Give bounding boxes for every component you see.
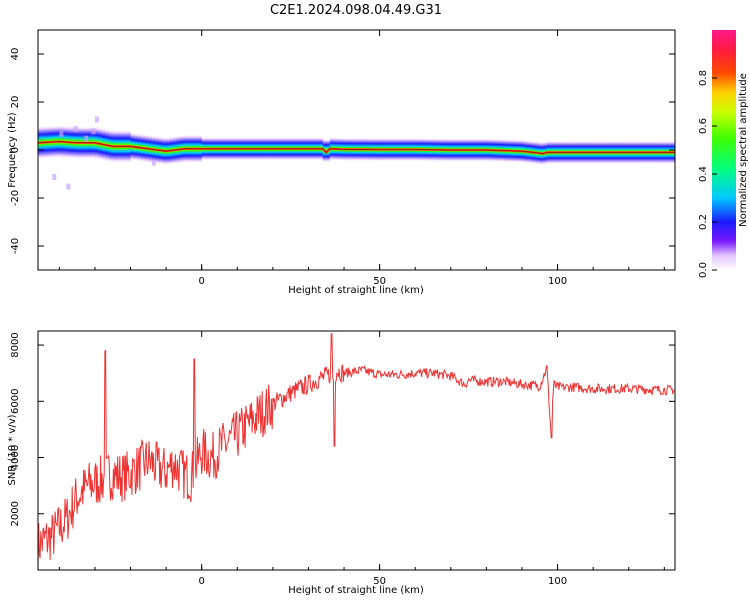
0-ytick-label: -20 — [10, 190, 21, 206]
1-xtick-label: 0 — [199, 576, 205, 587]
0-xtick-label: 0 — [199, 276, 205, 287]
0-ytick-label: 0 — [10, 147, 21, 153]
0-ytick-label: 20 — [10, 96, 21, 109]
colorbar-label: Normalized spectral amplitude — [738, 73, 749, 227]
spectrogram-yticks: -40 -20 0 20 40 — [10, 48, 675, 254]
spectrogram-cell — [84, 135, 89, 142]
0-xtick-label: 100 — [548, 276, 567, 287]
snr-panel: 0 50 100 2000 4000 6000 8000 Height of straig… — [7, 330, 676, 596]
spectrogram-xticks: 0 50 100 — [58, 30, 665, 287]
colorbar-gradient — [712, 30, 736, 270]
colorbar-tick-label: 0.6 — [698, 118, 709, 134]
snr-series-line — [38, 333, 675, 568]
spectrogram-cell — [52, 174, 57, 180]
1-ytick-label: 4000 — [10, 445, 21, 470]
spectrogram-peak-line — [38, 141, 675, 154]
snr-xlabel: Height of straight line (km) — [288, 585, 424, 596]
figure-title: C2E1.2024.098.04.49.G31 — [270, 3, 442, 18]
colorbar-tick-label: 0.8 — [698, 70, 709, 86]
0-ytick-label: -40 — [10, 238, 21, 254]
spectrogram-heatmap — [38, 116, 675, 190]
0-ytick-label: 40 — [10, 48, 21, 61]
1-xtick-label: 100 — [548, 576, 567, 587]
colorbar-ticks: 0.0 0.2 0.4 0.6 0.8 — [698, 70, 717, 278]
spectrogram-cell — [151, 159, 156, 166]
spectrogram-panel: 0 50 100 -40 -20 0 20 40 Height of straight li… — [7, 29, 676, 296]
0-xtick-label: 50 — [373, 276, 386, 287]
spectrogram-cell — [91, 128, 96, 135]
snr-yticks: 2000 4000 6000 8000 — [10, 332, 675, 526]
1-ytick-label: 2000 — [10, 501, 21, 526]
spectrogram-cell — [66, 183, 71, 190]
snr-ylabel: SNR (10 * v/v) — [7, 414, 18, 485]
spectrogram-cell — [59, 130, 64, 137]
snr-frame — [37, 330, 676, 571]
colorbar-tick-label: 0.0 — [698, 262, 709, 278]
snr-series — [38, 333, 675, 568]
spectrogram-cell — [94, 116, 99, 123]
1-ytick-label: 6000 — [10, 389, 21, 414]
spectrogram-xlabel: Height of straight line (km) — [288, 285, 424, 296]
1-ytick-label: 8000 — [10, 332, 21, 357]
spectrogram-ylabel: Frequency (Hz) — [7, 112, 18, 188]
colorbar-tick-label: 0.2 — [698, 214, 709, 230]
snr-xticks: 0 50 100 — [58, 331, 665, 587]
colorbar: 0.0 0.2 0.4 0.6 0.8 Normalized spectral ampl… — [698, 30, 749, 278]
1-xtick-label: 50 — [373, 576, 386, 587]
spectrogram-cell — [73, 126, 78, 132]
colorbar-tick-label: 0.4 — [698, 166, 709, 182]
